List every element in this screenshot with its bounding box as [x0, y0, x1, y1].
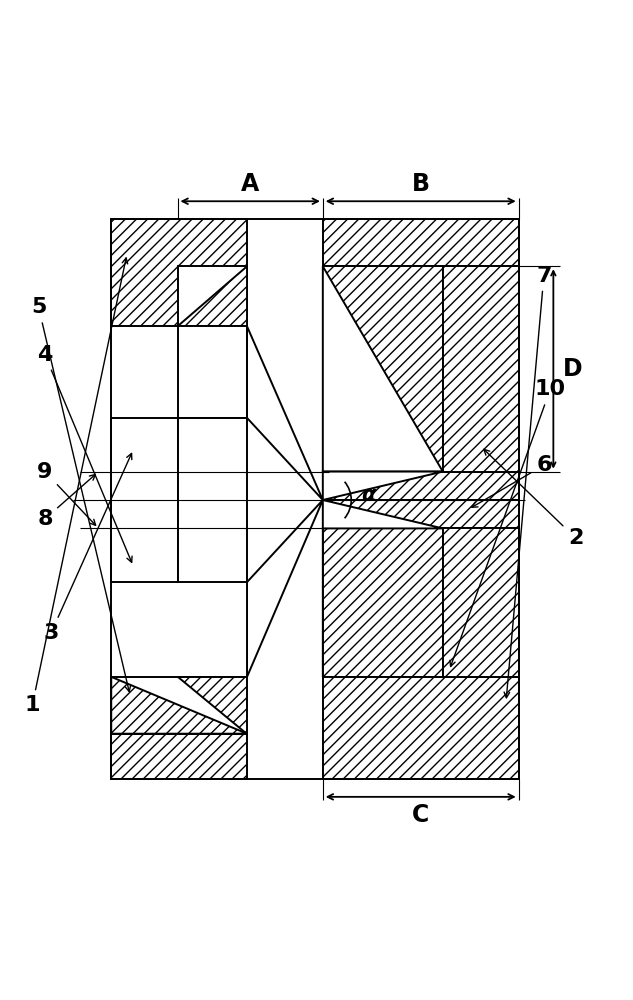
Polygon shape [247, 326, 323, 500]
Polygon shape [177, 326, 247, 418]
Text: α: α [361, 485, 375, 505]
Text: 5: 5 [31, 297, 130, 692]
Text: B: B [411, 172, 430, 196]
Polygon shape [323, 266, 443, 472]
Polygon shape [443, 528, 518, 677]
Polygon shape [177, 266, 247, 326]
Text: 9: 9 [37, 462, 96, 525]
Polygon shape [443, 266, 518, 472]
Text: D: D [563, 357, 582, 381]
Polygon shape [111, 734, 247, 779]
Polygon shape [323, 528, 443, 677]
Polygon shape [247, 500, 323, 677]
Polygon shape [111, 677, 247, 734]
Text: 1: 1 [25, 258, 128, 715]
Polygon shape [323, 472, 443, 500]
Polygon shape [323, 266, 443, 472]
Text: 3: 3 [44, 453, 132, 643]
Polygon shape [177, 677, 247, 734]
Text: 8: 8 [37, 474, 96, 529]
Polygon shape [177, 418, 247, 582]
Polygon shape [323, 500, 443, 528]
Text: 6: 6 [472, 455, 551, 507]
Text: A: A [241, 172, 260, 196]
Text: 7: 7 [504, 266, 551, 698]
Polygon shape [323, 500, 518, 528]
Text: 10: 10 [450, 379, 566, 666]
Text: 4: 4 [37, 345, 132, 562]
Text: C: C [412, 803, 429, 827]
Polygon shape [111, 418, 177, 582]
Polygon shape [323, 219, 518, 266]
Text: 2: 2 [484, 449, 583, 548]
Polygon shape [323, 528, 443, 677]
Polygon shape [323, 677, 518, 779]
Polygon shape [323, 472, 518, 500]
Polygon shape [111, 219, 247, 326]
